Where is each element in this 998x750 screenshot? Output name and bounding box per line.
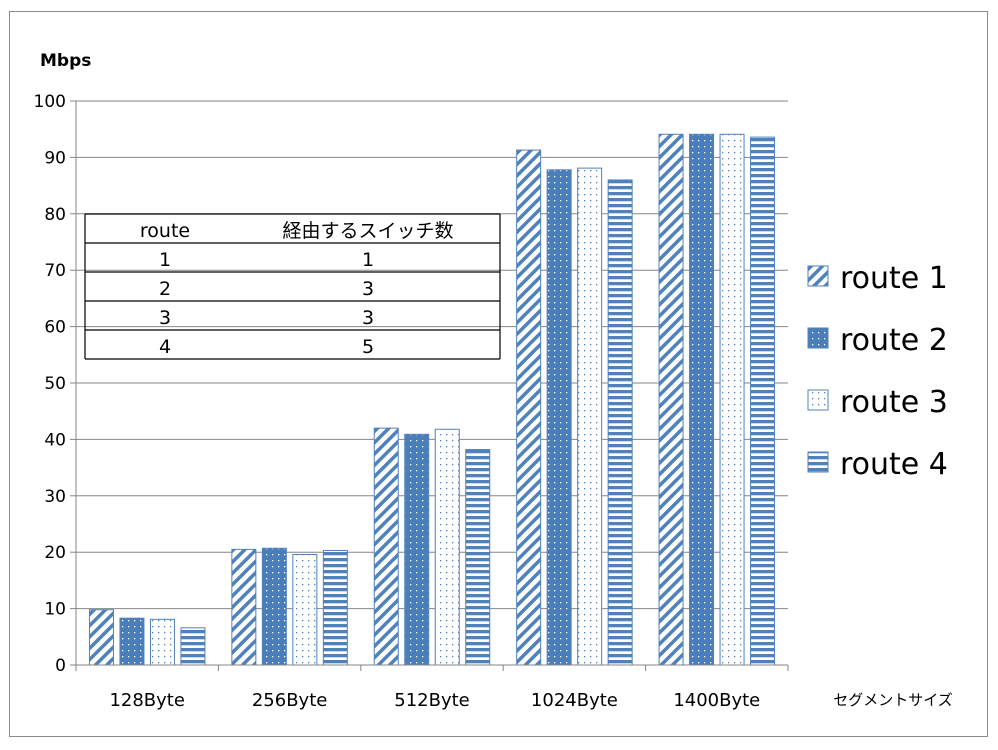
legend-swatch-route-3 [807, 389, 829, 411]
route-switch-table: route 経由するスイッチ数 1 1 2 3 3 3 4 5 [84, 213, 501, 360]
y-tick-label: 0 [55, 656, 66, 676]
table-cell: 4 [159, 336, 171, 358]
x-tick-label: 128Byte [109, 690, 185, 711]
table-cell: 1 [159, 249, 171, 271]
bar-route-1-256Byte [231, 548, 257, 666]
bar-route-3-1024Byte [577, 167, 603, 666]
y-tick-label: 60 [44, 318, 66, 338]
table-cell: 3 [362, 278, 374, 300]
bars [88, 133, 776, 666]
table-cell: 1 [362, 249, 374, 271]
legend-label: route 2 [840, 323, 948, 358]
bar-route-2-256Byte [261, 547, 287, 666]
y-tick-label: 100 [34, 92, 66, 112]
legend-label: route 1 [840, 261, 948, 296]
bar-route-2-1024Byte [546, 169, 572, 666]
bar-route-4-1024Byte [607, 179, 633, 666]
bar-route-4-1400Byte [750, 136, 776, 666]
x-axis-label: セグメントサイズ [833, 691, 953, 709]
x-tick-label: 512Byte [394, 690, 470, 711]
y-tick-label: 90 [44, 148, 66, 168]
bar-route-4-512Byte [465, 449, 491, 666]
bar-route-4-256Byte [322, 550, 348, 666]
bar-route-1-512Byte [373, 427, 399, 666]
axes: 0 10 20 30 40 50 60 70 80 90 100 128Byte 256Byte 512B… [34, 92, 789, 711]
table-header: 経由するスイッチ数 [282, 220, 453, 242]
table-cell: 3 [159, 307, 171, 329]
chart-frame [9, 11, 988, 737]
bar-route-1-128Byte [88, 609, 114, 666]
y-tick-label: 80 [44, 205, 66, 225]
y-tick-label: 20 [44, 543, 66, 563]
y-tick-label: 70 [44, 261, 66, 281]
x-tick-label: 256Byte [252, 690, 328, 711]
bar-route-2-512Byte [404, 433, 430, 666]
legend-swatch-route-1 [807, 265, 829, 287]
table-cell: 2 [159, 278, 171, 300]
y-tick-label: 50 [44, 374, 66, 394]
legend-swatch-route-2 [807, 327, 829, 349]
x-tick-label: 1024Byte [531, 690, 618, 711]
legend-label: route 3 [840, 385, 948, 420]
bar-route-1-1400Byte [658, 133, 684, 666]
legend-swatch-route-4 [807, 451, 829, 473]
bar-route-2-1400Byte [689, 133, 715, 666]
bar-route-3-128Byte [149, 618, 175, 666]
bar-route-3-256Byte [292, 553, 318, 666]
bar-route-2-128Byte [119, 617, 145, 666]
table-header: route [140, 220, 190, 242]
bar-route-3-1400Byte [719, 133, 745, 666]
table-cell: 5 [362, 336, 374, 358]
x-tick-label: 1400Byte [673, 690, 760, 711]
table-cell: 3 [362, 307, 374, 329]
bar-route-1-1024Byte [516, 149, 542, 666]
legend: route 1 route 2 route 3 route 4 [807, 261, 948, 482]
bar-route-4-128Byte [180, 627, 206, 666]
y-tick-label: 30 [44, 487, 66, 507]
y-tick-label: 10 [44, 600, 66, 620]
bar-route-3-512Byte [434, 428, 460, 666]
legend-label: route 4 [840, 447, 948, 482]
y-axis-label: Mbps [40, 51, 91, 71]
y-tick-label: 40 [44, 430, 66, 450]
